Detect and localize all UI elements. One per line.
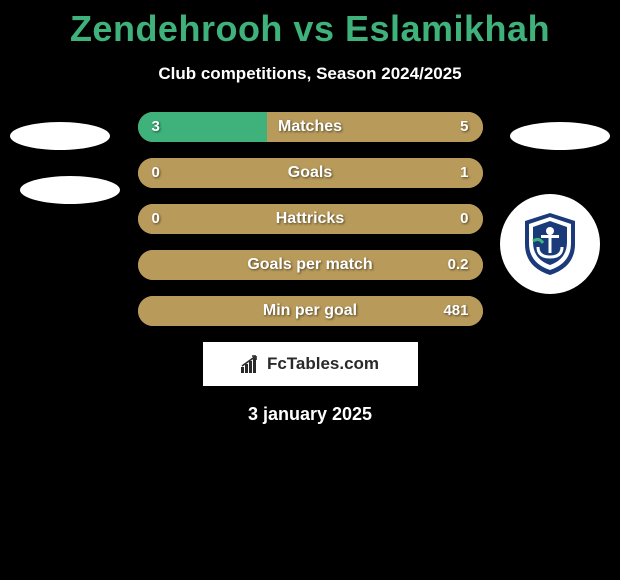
stat-label: Min per goal (138, 296, 483, 326)
stat-row: Min per goal481 (138, 296, 483, 326)
stat-value-right: 5 (460, 112, 468, 142)
brand-box: FcTables.com (203, 342, 418, 386)
brand-label: FcTables.com (267, 354, 379, 374)
club-logo-right (500, 194, 600, 294)
anchor-shield-icon (515, 209, 585, 279)
stat-row: 0Hattricks0 (138, 204, 483, 234)
player-left-badge-1 (10, 122, 110, 150)
stat-value-right: 0 (460, 204, 468, 234)
page-title: Zendehrooh vs Eslamikhah (0, 0, 620, 50)
stat-value-right: 0.2 (448, 250, 469, 280)
stat-value-right: 481 (443, 296, 468, 326)
stat-row: 3Matches5 (138, 112, 483, 142)
stats-area: 3Matches50Goals10Hattricks0Goals per mat… (0, 112, 620, 326)
stat-row: 0Goals1 (138, 158, 483, 188)
stat-label: Goals (138, 158, 483, 188)
subtitle: Club competitions, Season 2024/2025 (0, 64, 620, 84)
stat-label: Matches (138, 112, 483, 142)
chart-icon (241, 355, 263, 373)
date-label: 3 january 2025 (0, 404, 620, 425)
stat-label: Hattricks (138, 204, 483, 234)
stat-value-right: 1 (460, 158, 468, 188)
player-right-badge (510, 122, 610, 150)
stat-label: Goals per match (138, 250, 483, 280)
stat-row: Goals per match0.2 (138, 250, 483, 280)
player-left-badge-2 (20, 176, 120, 204)
